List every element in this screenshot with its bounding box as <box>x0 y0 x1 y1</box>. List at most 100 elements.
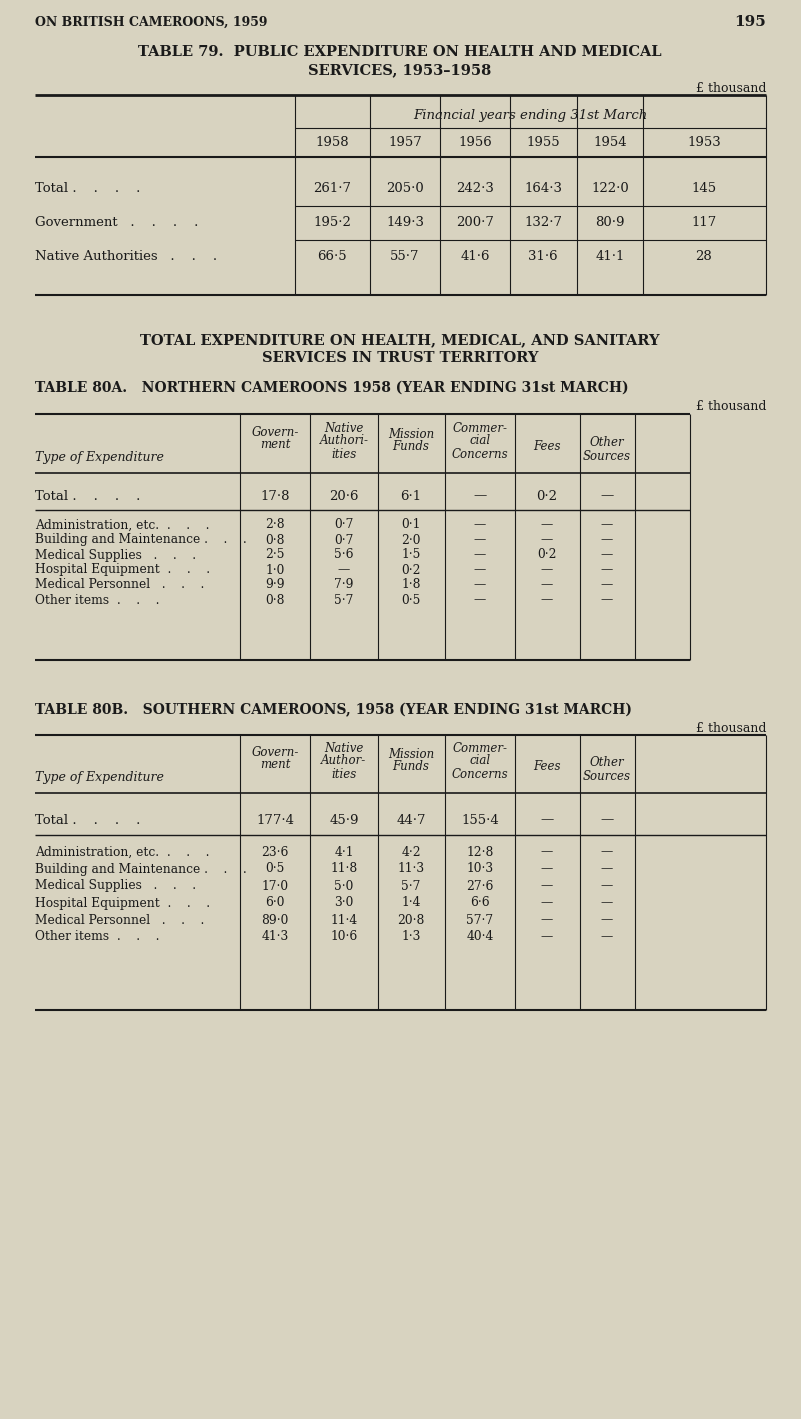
Text: £ thousand: £ thousand <box>695 400 766 413</box>
Text: 6·0: 6·0 <box>265 897 284 910</box>
Text: Hospital Equipment  .    .    .: Hospital Equipment . . . <box>35 563 210 576</box>
Text: 0·1: 0·1 <box>401 518 421 532</box>
Text: 41·3: 41·3 <box>261 931 288 944</box>
Text: 6·6: 6·6 <box>470 897 490 910</box>
Text: —: — <box>541 880 553 893</box>
Text: —: — <box>601 518 613 532</box>
Text: Other: Other <box>590 756 624 769</box>
Text: 1·3: 1·3 <box>401 931 421 944</box>
Text: 1958: 1958 <box>315 136 348 149</box>
Text: —: — <box>473 490 487 502</box>
Text: Fees: Fees <box>533 440 561 453</box>
Text: —: — <box>541 813 553 826</box>
Text: Sources: Sources <box>583 450 631 463</box>
Text: Type of Expenditure: Type of Expenditure <box>35 451 164 464</box>
Text: —: — <box>541 931 553 944</box>
Text: —: — <box>541 593 553 606</box>
Text: 2·8: 2·8 <box>265 518 285 532</box>
Text: —: — <box>601 813 614 826</box>
Text: 40·4: 40·4 <box>466 931 493 944</box>
Text: Concerns: Concerns <box>452 768 509 780</box>
Text: ment: ment <box>260 438 290 451</box>
Text: 11·4: 11·4 <box>330 914 357 927</box>
Text: 117: 117 <box>691 216 717 228</box>
Text: 2·5: 2·5 <box>265 549 284 562</box>
Text: —: — <box>601 490 614 502</box>
Text: —: — <box>541 846 553 858</box>
Text: Mission: Mission <box>388 748 434 761</box>
Text: 0·2: 0·2 <box>537 549 557 562</box>
Text: 1954: 1954 <box>594 136 627 149</box>
Text: Administration, etc.  .    .    .: Administration, etc. . . . <box>35 518 210 532</box>
Text: 44·7: 44·7 <box>396 813 426 826</box>
Text: Medical Supplies   .    .    .: Medical Supplies . . . <box>35 880 196 893</box>
Text: 122·0: 122·0 <box>591 182 629 194</box>
Text: Total .    .    .    .: Total . . . . <box>35 490 140 502</box>
Text: TABLE 80A.   NORTHERN CAMEROONS 1958 (YEAR ENDING 31st MARCH): TABLE 80A. NORTHERN CAMEROONS 1958 (YEAR… <box>35 380 629 394</box>
Text: 7·9: 7·9 <box>334 579 354 592</box>
Text: ON BRITISH CAMEROONS, 1959: ON BRITISH CAMEROONS, 1959 <box>35 16 268 28</box>
Text: 6·1: 6·1 <box>400 490 421 502</box>
Text: 1·8: 1·8 <box>401 579 421 592</box>
Text: 66·5: 66·5 <box>317 250 347 263</box>
Text: —: — <box>601 563 613 576</box>
Text: £ thousand: £ thousand <box>695 81 766 95</box>
Text: 195·2: 195·2 <box>313 216 351 228</box>
Text: —: — <box>474 549 486 562</box>
Text: Medical Supplies   .    .    .: Medical Supplies . . . <box>35 549 196 562</box>
Text: 12·8: 12·8 <box>466 846 493 858</box>
Text: —: — <box>601 846 613 858</box>
Text: Author-: Author- <box>321 755 367 768</box>
Text: Govern-: Govern- <box>252 426 299 438</box>
Text: —: — <box>541 863 553 876</box>
Text: Authori-: Authori- <box>320 434 368 447</box>
Text: —: — <box>601 914 613 927</box>
Text: 195: 195 <box>735 16 766 28</box>
Text: 261·7: 261·7 <box>313 182 351 194</box>
Text: —: — <box>601 549 613 562</box>
Text: 80·9: 80·9 <box>595 216 625 228</box>
Text: 10·3: 10·3 <box>466 863 493 876</box>
Text: Government   .    .    .    .: Government . . . . <box>35 216 199 228</box>
Text: —: — <box>541 579 553 592</box>
Text: Sources: Sources <box>583 769 631 782</box>
Text: 3·0: 3·0 <box>334 897 354 910</box>
Text: 5·7: 5·7 <box>401 880 421 893</box>
Text: 149·3: 149·3 <box>386 216 424 228</box>
Text: TABLE 80B.   SOUTHERN CAMEROONS, 1958 (YEAR ENDING 31st MARCH): TABLE 80B. SOUTHERN CAMEROONS, 1958 (YEA… <box>35 702 632 717</box>
Text: 28: 28 <box>695 250 712 263</box>
Text: 9·9: 9·9 <box>265 579 285 592</box>
Text: SERVICES, 1953–1958: SERVICES, 1953–1958 <box>308 62 492 77</box>
Text: 89·0: 89·0 <box>261 914 288 927</box>
Text: 242·3: 242·3 <box>456 182 494 194</box>
Text: 27·6: 27·6 <box>466 880 493 893</box>
Text: cial: cial <box>469 434 490 447</box>
Text: 0·8: 0·8 <box>265 593 284 606</box>
Text: —: — <box>541 897 553 910</box>
Text: 177·4: 177·4 <box>256 813 294 826</box>
Text: —: — <box>541 563 553 576</box>
Text: —: — <box>541 914 553 927</box>
Text: 1953: 1953 <box>687 136 721 149</box>
Text: 17·0: 17·0 <box>261 880 288 893</box>
Text: 1·0: 1·0 <box>265 563 284 576</box>
Text: Native: Native <box>324 742 364 755</box>
Text: Funds: Funds <box>392 440 429 454</box>
Text: Other: Other <box>590 437 624 450</box>
Text: 164·3: 164·3 <box>524 182 562 194</box>
Text: TABLE 79.  PUBLIC EXPENDITURE ON HEALTH AND MEDICAL: TABLE 79. PUBLIC EXPENDITURE ON HEALTH A… <box>139 45 662 60</box>
Text: 41·6: 41·6 <box>461 250 489 263</box>
Text: Concerns: Concerns <box>452 447 509 461</box>
Text: Total .    .    .    .: Total . . . . <box>35 813 140 826</box>
Text: Hospital Equipment  .    .    .: Hospital Equipment . . . <box>35 897 210 910</box>
Text: 4·1: 4·1 <box>334 846 354 858</box>
Text: 31·6: 31·6 <box>528 250 557 263</box>
Text: 11·8: 11·8 <box>330 863 357 876</box>
Text: 1957: 1957 <box>388 136 422 149</box>
Text: Funds: Funds <box>392 761 429 773</box>
Text: —: — <box>601 593 613 606</box>
Text: ment: ment <box>260 759 290 772</box>
Text: —: — <box>601 931 613 944</box>
Text: 41·1: 41·1 <box>595 250 625 263</box>
Text: 205·0: 205·0 <box>386 182 424 194</box>
